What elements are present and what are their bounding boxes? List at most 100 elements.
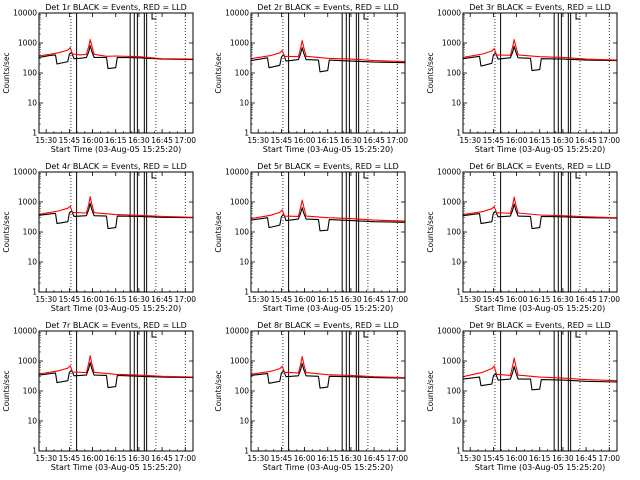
x-tick-label: 15:30 (459, 454, 481, 463)
x-tick-label: 16:45 (363, 136, 385, 145)
x-tick-label: 16:00 (82, 136, 104, 145)
x-tick-label: 15:45 (59, 295, 81, 304)
y-tick-label: 1 (32, 129, 37, 138)
series-line-events (250, 363, 406, 389)
x-tick-label: 17:00 (174, 136, 196, 145)
x-tick-label: 15:45 (483, 454, 505, 463)
series-line-lld (250, 356, 406, 379)
panel-title: Det 7r BLACK = Events, RED = LLD (45, 321, 187, 330)
x-tick-label: 16:00 (82, 454, 104, 463)
x-axis-label: Start Time (03-Aug-05 15:25:20) (263, 304, 394, 313)
x-tick-label: 16:15 (105, 136, 127, 145)
x-tick-label: 16:15 (529, 454, 551, 463)
series-line-lld (462, 39, 618, 61)
x-tick-label: 16:45 (151, 295, 173, 304)
y-tick-label: 100 (447, 69, 462, 78)
x-tick-label: 16:00 (506, 454, 528, 463)
attenuator-marker (363, 331, 369, 338)
y-tick-label: 1000 (442, 198, 461, 207)
x-tick-label: 16:45 (151, 136, 173, 145)
y-tick-label: 1 (456, 288, 461, 297)
y-tick-label: 1 (456, 129, 461, 138)
y-tick-label: 1000 (230, 39, 249, 48)
panel-det-3: Det 3r BLACK = Events, RED = LLD 15:30 15:… (426, 3, 620, 154)
series-line-lld (462, 196, 618, 219)
series-line-lld (462, 357, 618, 382)
x-tick-label: 16:15 (529, 295, 551, 304)
y-tick-label: 10 (451, 258, 461, 267)
x-tick-label: 16:15 (105, 295, 127, 304)
x-axis-label: Start Time (03-Aug-05 15:25:20) (475, 463, 606, 472)
x-axis-label: Start Time (03-Aug-05 15:25:20) (475, 304, 606, 313)
x-tick-label: 16:30 (552, 136, 574, 145)
x-tick-label: 16:15 (317, 454, 339, 463)
y-tick-label: 1000 (230, 357, 249, 366)
x-tick-label: 17:00 (386, 454, 408, 463)
panel-det-5: Det 5r BLACK = Events, RED = LLD 15:30 15:… (214, 162, 408, 313)
x-tick-label: 16:00 (294, 295, 316, 304)
y-tick-label: 10 (239, 417, 249, 426)
y-tick-label: 10 (27, 417, 37, 426)
y-axis-label: Counts/sec (426, 211, 435, 252)
series-line-events (462, 203, 618, 230)
panel-title: Det 5r BLACK = Events, RED = LLD (257, 162, 399, 171)
y-tick-label: 1000 (442, 39, 461, 48)
x-tick-label: 16:15 (317, 295, 339, 304)
x-tick-label: 16:45 (363, 295, 385, 304)
panel-det-7: Det 7r BLACK = Events, RED = LLD 15:30 15:… (2, 321, 196, 472)
attenuator-marker (575, 331, 581, 338)
y-tick-label: 1 (32, 288, 37, 297)
y-tick-label: 1 (244, 447, 249, 456)
x-tick-label: 15:30 (459, 136, 481, 145)
y-tick-label: 1 (32, 447, 37, 456)
x-tick-label: 16:00 (294, 136, 316, 145)
x-tick-label: 15:45 (483, 136, 505, 145)
series-line-lld (38, 39, 194, 60)
x-tick-label: 15:30 (247, 136, 269, 145)
x-tick-label: 17:00 (598, 454, 620, 463)
plot-frame (38, 171, 194, 293)
attenuator-marker (151, 172, 157, 179)
x-tick-label: 16:45 (151, 454, 173, 463)
x-tick-label: 17:00 (174, 454, 196, 463)
attenuator-marker (575, 172, 581, 179)
series-line-events (462, 45, 618, 72)
series-line-lld (250, 40, 406, 63)
y-tick-label: 10000 (437, 327, 461, 336)
y-tick-label: 10 (451, 417, 461, 426)
series-line-events (462, 365, 618, 391)
x-tick-label: 17:00 (386, 136, 408, 145)
y-tick-label: 100 (235, 228, 250, 237)
panel-title: Det 2r BLACK = Events, RED = LLD (257, 3, 399, 12)
y-axis-label: Counts/sec (2, 370, 11, 411)
attenuator-marker (575, 13, 581, 20)
x-tick-label: 16:45 (575, 136, 597, 145)
x-tick-label: 15:30 (35, 136, 57, 145)
x-tick-label: 15:30 (247, 454, 269, 463)
x-tick-label: 16:00 (506, 136, 528, 145)
plot-frame (38, 330, 194, 452)
x-tick-label: 16:15 (317, 136, 339, 145)
plot-frame (250, 330, 406, 452)
y-axis-label: Counts/sec (2, 211, 11, 252)
y-tick-label: 1000 (18, 39, 37, 48)
panel-det-4: Det 4r BLACK = Events, RED = LLD 15:30 15:… (2, 162, 196, 313)
x-tick-label: 15:30 (459, 295, 481, 304)
x-tick-label: 15:30 (247, 295, 269, 304)
y-tick-label: 1000 (18, 357, 37, 366)
panel-det-8: Det 8r BLACK = Events, RED = LLD 15:30 15:… (214, 321, 408, 472)
panel-det-6: Det 6r BLACK = Events, RED = LLD 15:30 15:… (426, 162, 620, 313)
x-tick-label: 17:00 (174, 295, 196, 304)
panel-title: Det 8r BLACK = Events, RED = LLD (257, 321, 399, 330)
series-line-events (250, 47, 406, 73)
x-tick-label: 16:45 (363, 454, 385, 463)
panel-title: Det 6r BLACK = Events, RED = LLD (469, 162, 611, 171)
y-tick-label: 100 (235, 69, 250, 78)
y-axis-label: Counts/sec (214, 52, 223, 93)
y-tick-label: 1 (244, 288, 249, 297)
x-tick-label: 16:00 (506, 295, 528, 304)
x-axis-label: Start Time (03-Aug-05 15:25:20) (263, 145, 394, 154)
plot-frame (250, 171, 406, 293)
panel-title: Det 1r BLACK = Events, RED = LLD (45, 3, 187, 12)
y-tick-label: 10 (239, 99, 249, 108)
